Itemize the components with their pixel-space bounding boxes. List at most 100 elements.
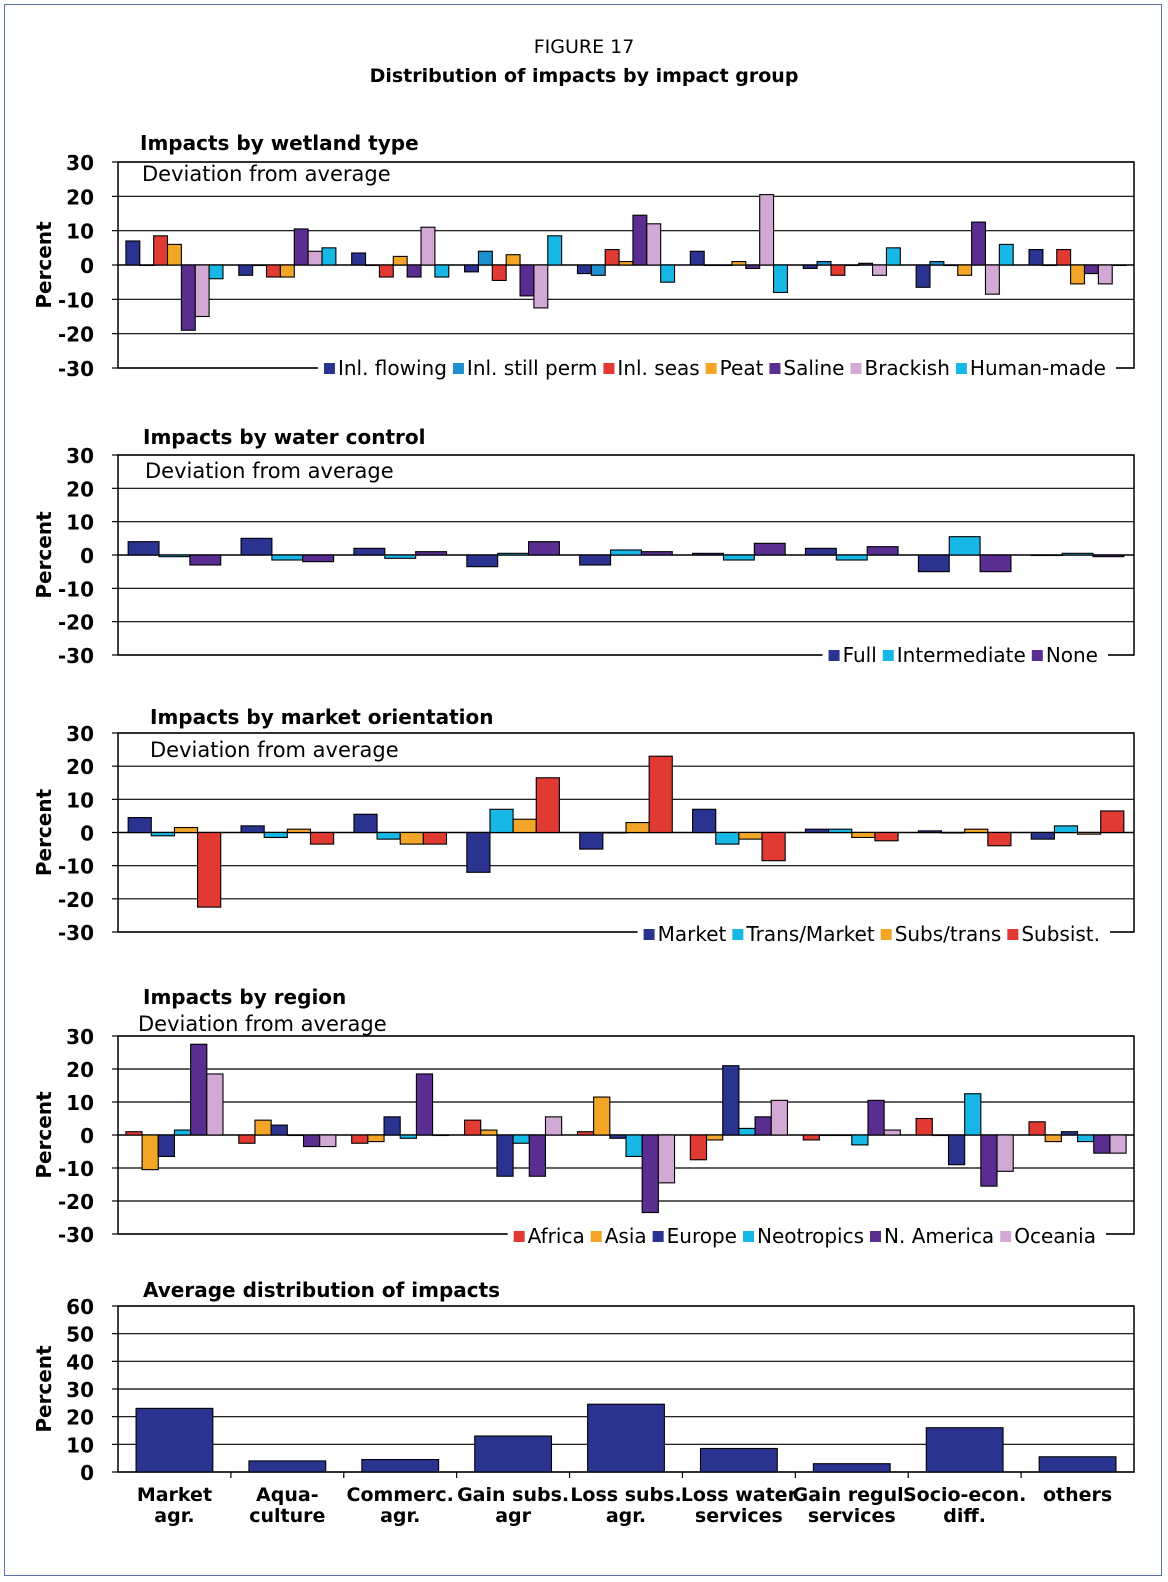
legend-swatch xyxy=(880,929,892,940)
bar xyxy=(625,821,650,834)
y-tick-label: 20 xyxy=(66,755,94,779)
y-tick-label: 10 xyxy=(66,511,94,535)
bar xyxy=(383,1116,401,1136)
legend-swatch xyxy=(705,363,717,374)
bar xyxy=(761,831,786,862)
y-tick-label: 30 xyxy=(66,151,94,175)
bar xyxy=(576,264,592,275)
bar xyxy=(489,808,514,834)
bar xyxy=(830,264,846,276)
bar xyxy=(1038,1456,1117,1473)
legend-label: Inl. still perm xyxy=(467,356,598,380)
bar xyxy=(158,554,191,558)
bar xyxy=(915,1117,933,1136)
bar xyxy=(929,261,945,266)
bar xyxy=(609,1134,627,1139)
bar xyxy=(812,1463,891,1473)
legend-label: Trans/Market xyxy=(745,922,874,946)
bar xyxy=(925,1427,1004,1473)
category-label: agr xyxy=(495,1505,531,1527)
bar xyxy=(851,1134,869,1146)
bar xyxy=(406,264,422,278)
chart-title: Average distribution of impacts xyxy=(143,1278,500,1302)
bar xyxy=(208,264,224,280)
bar xyxy=(915,264,931,288)
bar xyxy=(802,264,818,269)
bar xyxy=(238,264,254,276)
bar xyxy=(466,831,491,873)
legend-swatch xyxy=(590,1231,602,1242)
y-tick-label: -20 xyxy=(58,888,94,912)
legend-label: Subs/trans xyxy=(895,922,1002,946)
bar xyxy=(703,264,719,267)
bar xyxy=(286,1134,305,1137)
bar xyxy=(286,828,312,834)
bar xyxy=(194,264,210,318)
legend-label: Inl. flowing xyxy=(338,356,447,380)
bar xyxy=(302,554,335,563)
bar xyxy=(1077,1134,1095,1143)
y-tick-label: 30 xyxy=(66,444,94,468)
bar xyxy=(759,194,775,266)
bar xyxy=(947,1134,966,1166)
bar xyxy=(618,261,634,266)
y-tick-label: 10 xyxy=(66,1091,94,1115)
y-tick-label: 20 xyxy=(66,1406,94,1430)
legend-background xyxy=(317,356,1116,382)
bar xyxy=(646,223,662,266)
category-label: Loss subs. xyxy=(570,1484,681,1506)
bar xyxy=(1077,831,1102,835)
legend-label: Saline xyxy=(783,356,844,380)
legend-label: Inl. seas xyxy=(617,356,699,380)
legend-swatch xyxy=(850,363,862,374)
bar xyxy=(828,828,853,834)
bar xyxy=(415,551,448,556)
bar xyxy=(964,1093,982,1136)
y-tick-label: 60 xyxy=(66,1295,94,1319)
bar xyxy=(773,264,788,294)
y-tick-label: 20 xyxy=(66,1058,94,1082)
bar xyxy=(535,777,560,834)
y-tick-label: 10 xyxy=(66,1433,94,1457)
bar xyxy=(625,1134,643,1158)
legend-swatch xyxy=(742,1231,754,1242)
bar xyxy=(378,264,394,278)
legend-swatch xyxy=(955,363,967,374)
y-tick-label: -30 xyxy=(58,921,94,945)
bar xyxy=(190,1043,208,1136)
bar xyxy=(980,1134,998,1187)
legend-swatch xyxy=(643,929,655,940)
category-label: Loss water xyxy=(681,1484,798,1506)
chart-subtitle: Deviation from average xyxy=(145,459,394,483)
legend-label: Oceania xyxy=(1014,1224,1096,1248)
bar xyxy=(1060,1131,1079,1136)
bar xyxy=(660,264,676,283)
legend-swatch xyxy=(1007,929,1019,940)
legend-label: Human-made xyxy=(970,356,1106,380)
category-label: Aqua- xyxy=(256,1484,319,1506)
bar xyxy=(353,813,378,834)
legend-swatch xyxy=(323,363,335,374)
chart-3: -30 -20 -10 0 10 20 30 Impacts by market orient… xyxy=(32,705,1135,948)
bar xyxy=(351,1134,369,1144)
legend-background xyxy=(637,922,1110,948)
category-label: Commerc. xyxy=(347,1484,454,1506)
legend: Market Trans/Market Subs/trans Subsist. xyxy=(637,922,1110,948)
legend-label: Market xyxy=(658,922,727,946)
bar xyxy=(632,214,648,266)
bar xyxy=(474,1435,553,1473)
bar xyxy=(579,831,604,850)
bar xyxy=(1097,264,1113,285)
bar xyxy=(319,1134,337,1148)
legend-label: Subsist. xyxy=(1021,922,1100,946)
bar xyxy=(254,1119,272,1136)
y-tick-label: 30 xyxy=(66,1025,94,1049)
bar xyxy=(197,831,222,908)
bar xyxy=(157,1134,175,1158)
bar xyxy=(804,547,837,556)
y-tick-label: -10 xyxy=(58,288,94,312)
y-axis-label: Percent xyxy=(32,511,56,599)
y-tick-label: -30 xyxy=(58,357,94,381)
bar xyxy=(528,1134,547,1177)
